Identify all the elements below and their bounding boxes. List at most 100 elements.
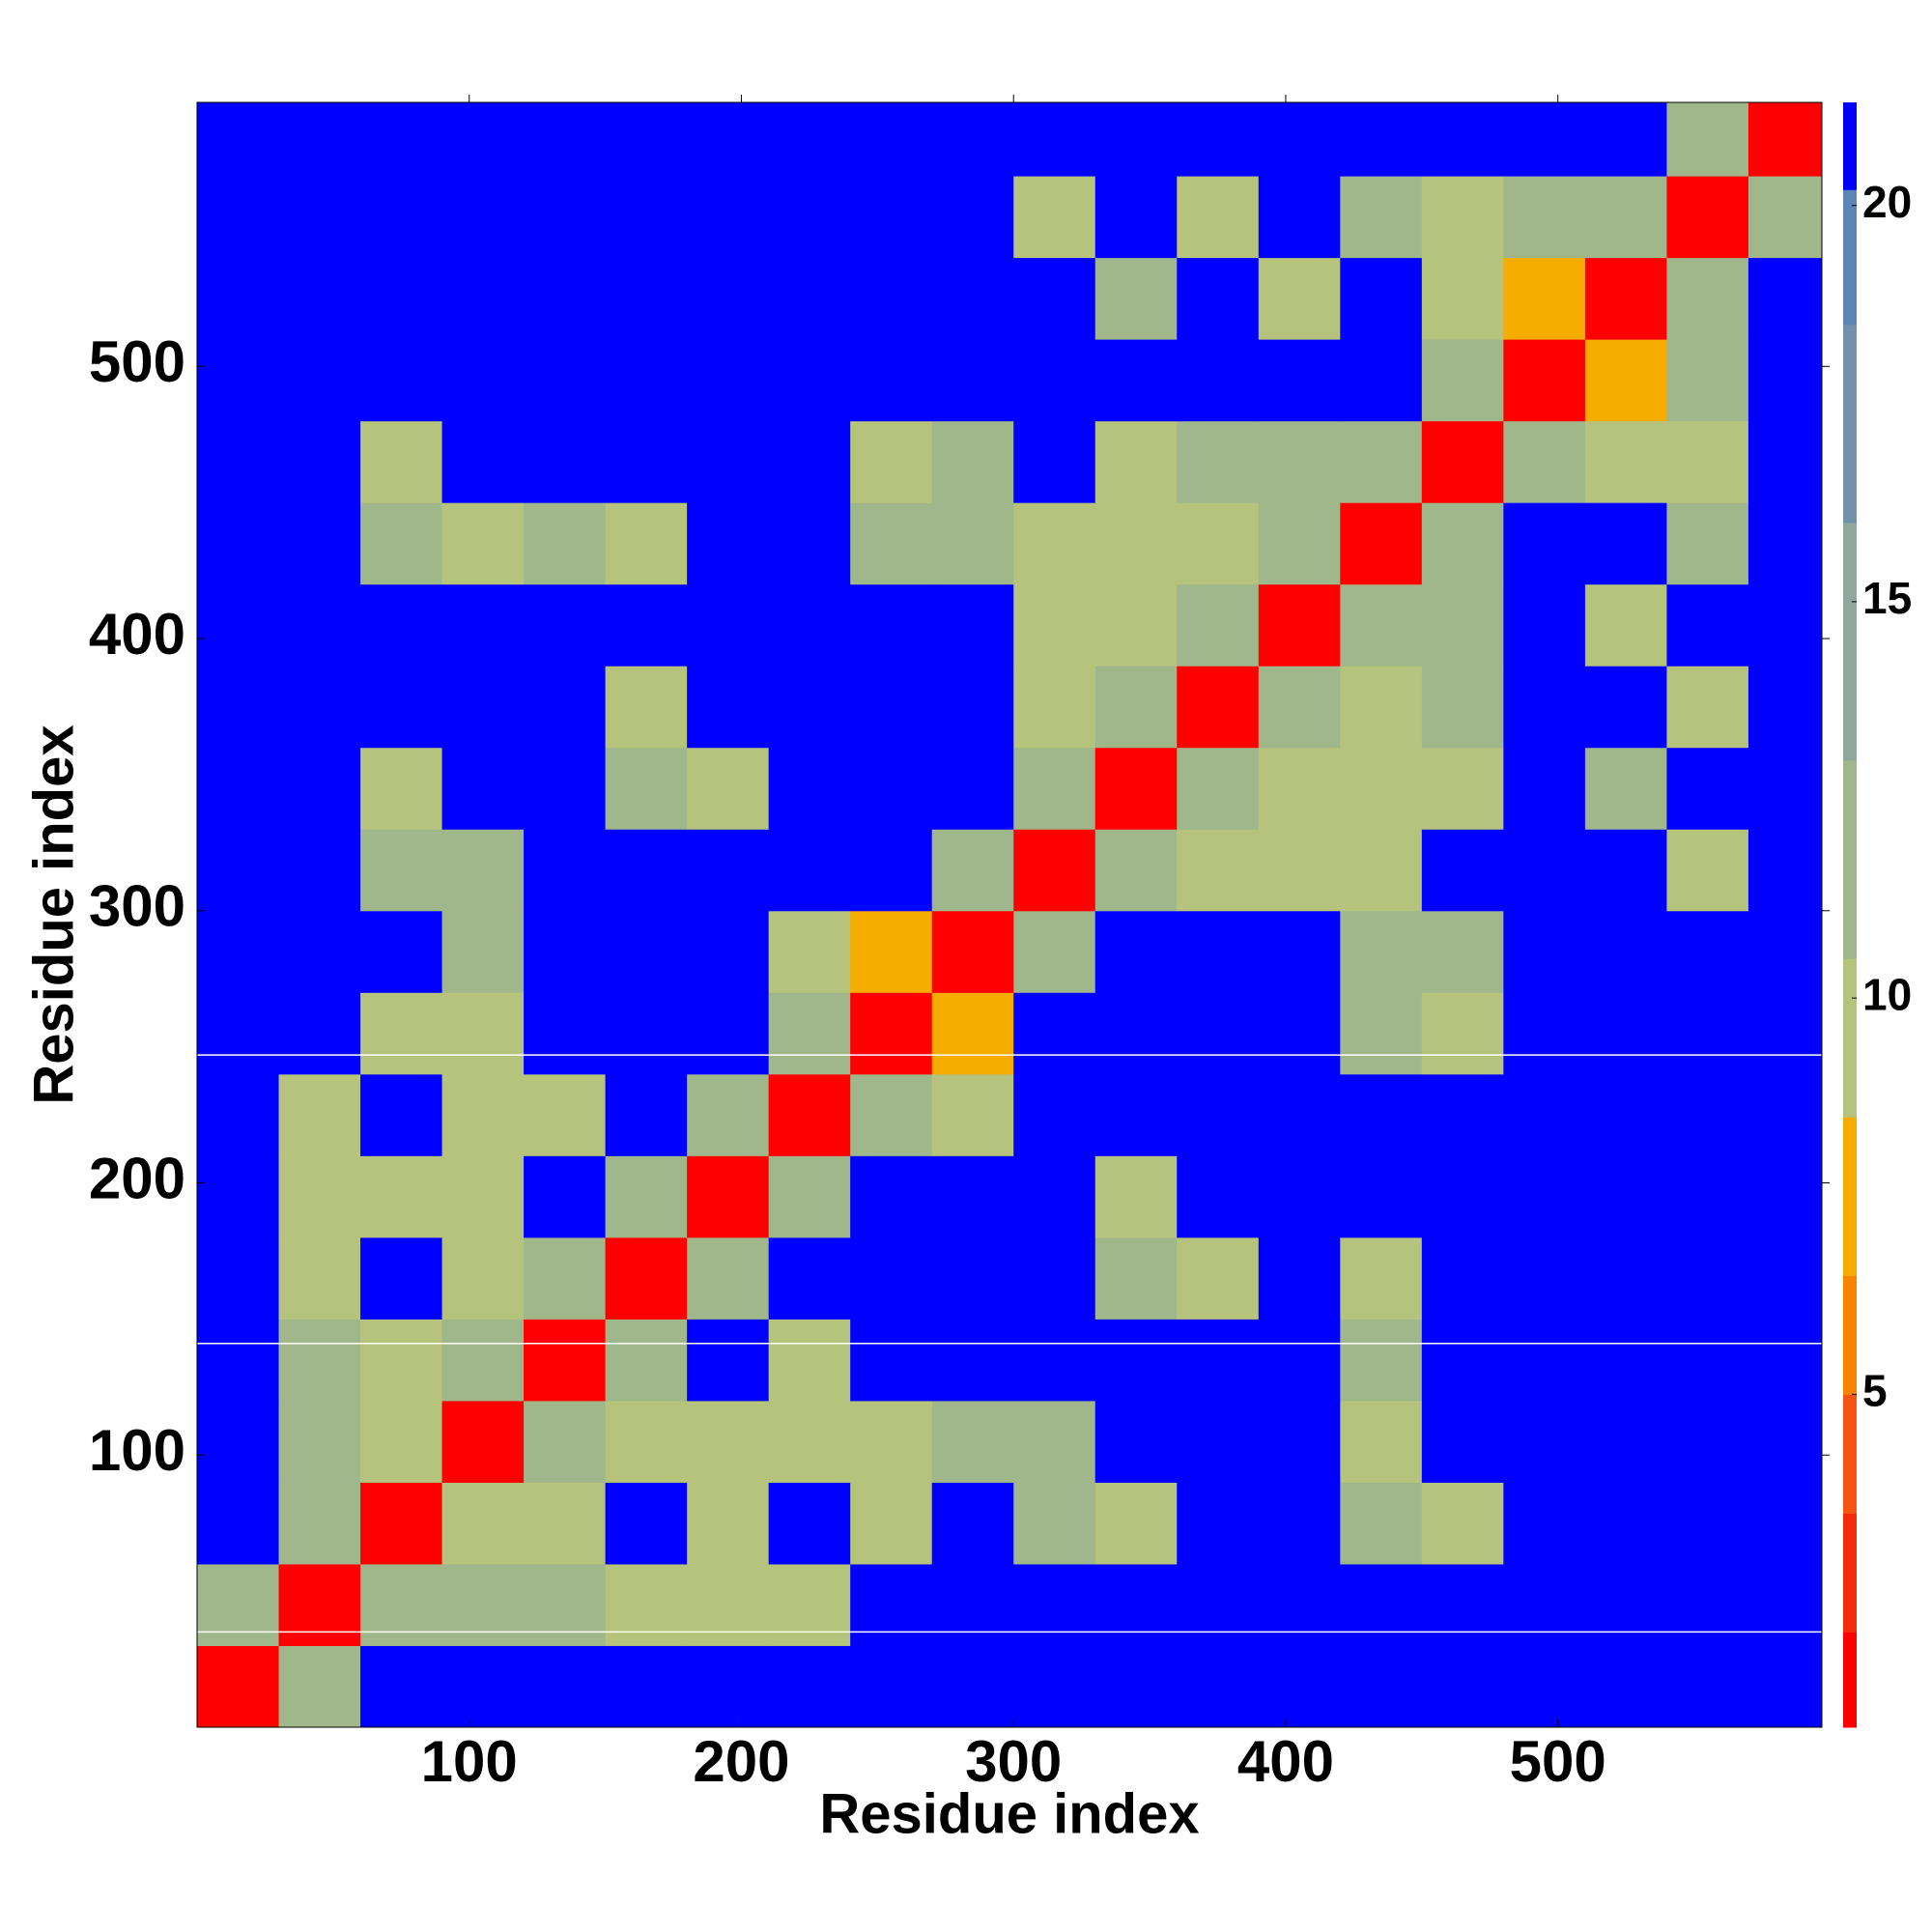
heatmap-cell [524,1563,607,1646]
heatmap-cell [278,339,361,422]
heatmap-cell [1421,1563,1504,1646]
heatmap-cell [1503,1400,1586,1483]
heatmap-cell [1340,1236,1423,1320]
heatmap-cell [197,992,280,1075]
heatmap-cell [768,666,851,749]
heatmap-cell [1421,1645,1504,1727]
heatmap-cell [197,257,280,340]
heatmap-cell [1421,1319,1504,1402]
heatmap-cell [931,1319,1014,1402]
heatmap-cell [931,339,1014,422]
heatmap-cell [360,502,443,585]
heatmap-cell [687,829,770,912]
heatmap-cell [1584,992,1667,1075]
heatmap-cell [1421,1482,1504,1565]
heatmap-cell [768,1155,851,1238]
heatmap-cell [931,502,1014,585]
heatmap-cell [850,666,933,749]
heatmap-cell [360,102,443,177]
heatmap-cell [1177,176,1260,259]
heatmap-cell [197,910,280,993]
heatmap-cell [1013,992,1096,1075]
heatmap-cell [1503,910,1586,993]
heatmap-cell [1340,829,1423,912]
heatmap-cell [1094,257,1178,340]
heatmap-cell [687,910,770,993]
y-tick-label: 300 [89,874,185,939]
heatmap-cell [931,1073,1014,1156]
heatmap-cell [931,1645,1014,1727]
heatmap-cell [1013,1155,1096,1238]
heatmap-cell [524,1400,607,1483]
heatmap-cell [1421,1400,1504,1483]
heatmap-cell [278,502,361,585]
heatmap-cell [931,176,1014,259]
heatmap-cell [1258,1319,1341,1402]
colorbar-segment [1843,522,1857,761]
heatmap-cell [605,102,688,177]
heatmap-cell [1094,1236,1178,1320]
heatmap-cell [1747,1155,1822,1238]
heatmap-cell [197,1482,280,1565]
heatmap-cell [1013,420,1096,503]
heatmap-cell [1584,583,1667,667]
heatmap-cell [1013,1236,1096,1320]
heatmap-cell [1013,747,1096,830]
heatmap-cell [931,910,1014,993]
heatmap-cell [768,1645,851,1727]
heatmap-cell [1421,176,1504,259]
heatmap-cell [1177,339,1260,422]
heatmap-cell [524,1482,607,1565]
heatmap-cell [278,1155,361,1238]
heatmap-cell [1258,420,1341,503]
x-tick-label: 300 [965,1729,1062,1794]
heatmap-cell [524,747,607,830]
heatmap-cell [278,257,361,340]
heatmap-cell [1340,1400,1423,1483]
heatmap-cell [1584,257,1667,340]
heatmap-cell [850,420,933,503]
heatmap-cell [850,502,933,585]
heatmap-cell [1013,1073,1096,1156]
heatmap-cell [850,1155,933,1238]
heatmap-cell [1584,1073,1667,1156]
heatmap-cell [850,829,933,912]
heatmap-cell [687,502,770,585]
heatmap-cell [278,910,361,993]
heatmap-cell [687,257,770,340]
heatmap-cell [1258,1073,1341,1156]
heatmap-cell [1340,257,1423,340]
heatmap-cell [197,1155,280,1238]
heatmap-cell [1013,910,1096,993]
heatmap-cell [605,502,688,585]
heatmap-cell [197,1236,280,1320]
colorbar-tick-label: 10 [1862,969,1912,1019]
heatmap-cell [524,910,607,993]
heatmap-cell [441,1073,525,1156]
heatmap-cell [1013,1563,1096,1646]
colorbar-tick-label: 5 [1862,1366,1888,1416]
heatmap-cell [1340,583,1423,667]
heatmap-cell [1094,829,1178,912]
heatmap-cell [441,339,525,422]
heatmap-cell [1340,1482,1423,1565]
heatmap-cell [1013,339,1096,422]
heatmap-cell [1094,1319,1178,1402]
heatmap-cell [1666,502,1749,585]
heatmap-cell [1503,339,1586,422]
heatmap-cell [768,1563,851,1646]
heatmap-cell [1666,1319,1749,1402]
heatmap-cell [605,1073,688,1156]
heatmap-cell [360,829,443,912]
heatmap-cell [1094,666,1178,749]
heatmap-cell [1258,583,1341,667]
heatmap-cell [931,992,1014,1075]
heatmap-cell [1503,1563,1586,1646]
heatmap-cell [1666,420,1749,503]
heatmap-cell [441,1400,525,1483]
heatmap-cell [278,420,361,503]
heatmap-cell [1421,666,1504,749]
heatmap-cell [931,1236,1014,1320]
heatmap-cell [850,747,933,830]
heatmap-cell [768,1073,851,1156]
